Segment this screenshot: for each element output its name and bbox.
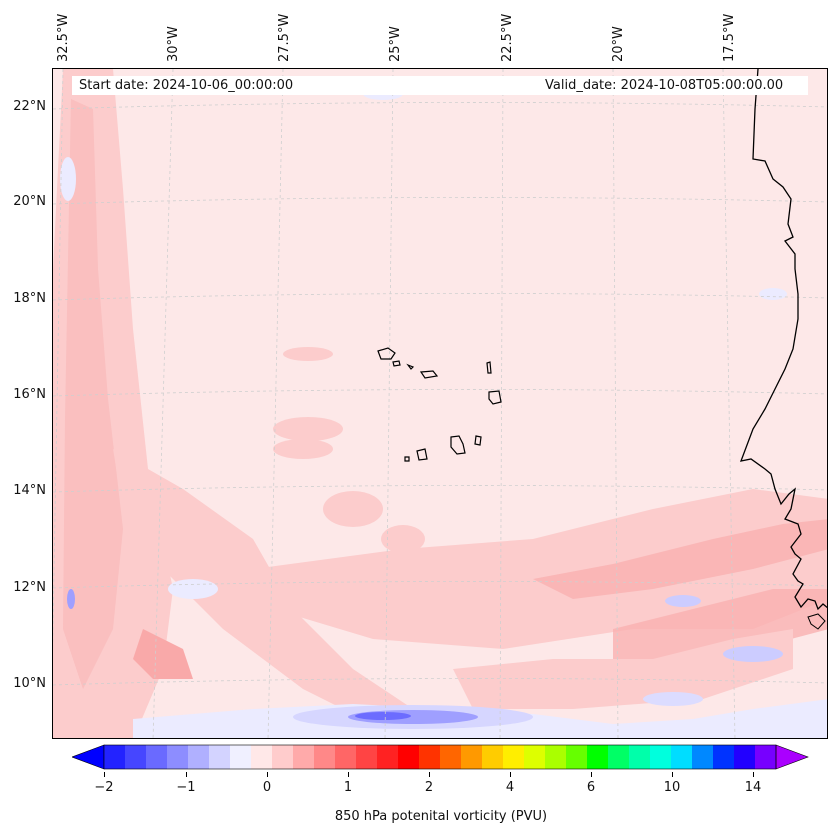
lon-label-32-5w: 32.5°W	[56, 13, 71, 62]
colorbar-tick-label: 4	[505, 780, 515, 795]
colorbar	[71, 743, 810, 777]
valid-date-label: Valid_date: 2024-10-08T05:00:00.00	[545, 78, 784, 93]
pv-negative-east-3	[643, 692, 703, 706]
gridlines	[53, 69, 827, 738]
colorbar-swatch	[188, 745, 210, 769]
colorbar-swatch	[251, 745, 273, 769]
colorbar-swatch	[440, 745, 462, 769]
pv-band-south	[253, 489, 827, 649]
pv-blob-4	[323, 491, 383, 527]
colorbar-swatch	[356, 745, 378, 769]
colorbar-tick-label: −2	[94, 780, 114, 795]
pv-band-south-2	[533, 519, 827, 599]
colorbar-swatch	[104, 745, 126, 769]
colorbar-tick-label: 2	[424, 780, 434, 795]
lat-label-22n: 22°N	[13, 99, 46, 114]
tickmark	[186, 772, 187, 777]
pv-band-south-4	[453, 629, 793, 709]
colorbar-swatches	[71, 744, 809, 770]
african-coastline	[739, 69, 827, 611]
colorbar-swatch	[608, 745, 630, 769]
tickmark	[429, 772, 430, 777]
colorbar-tick-label: 6	[586, 780, 596, 795]
colorbar-swatch	[629, 745, 651, 769]
colorbar-extend-min	[71, 744, 105, 770]
map-panel[interactable]	[52, 68, 828, 739]
colorbar-tick-label: 10	[663, 780, 681, 795]
pv-negative-5	[67, 589, 75, 609]
cape-verde-islands	[377, 347, 502, 462]
pv-band-south-3	[613, 589, 827, 669]
tickmark	[753, 772, 754, 777]
vorticity-field	[53, 69, 827, 738]
colorbar-tick-label: 0	[262, 780, 272, 795]
pv-blob-5	[381, 525, 425, 553]
tickmark	[348, 772, 349, 777]
colorbar-swatch	[713, 745, 735, 769]
colorbar-swatch	[755, 745, 777, 769]
tickmark	[510, 772, 511, 777]
colorbar-swatch	[335, 745, 357, 769]
tickmark	[591, 772, 592, 777]
colorbar-swatch	[545, 745, 567, 769]
colorbar-swatch	[671, 745, 693, 769]
colorbar-swatch	[146, 745, 168, 769]
pv-negative-core-2	[355, 712, 411, 720]
colorbar-swatch	[209, 745, 231, 769]
lon-label-20w: 20°W	[611, 26, 626, 62]
colorbar-swatch	[125, 745, 147, 769]
lon-label-27-5w: 27.5°W	[277, 13, 292, 62]
tickmark	[104, 772, 105, 777]
lat-label-14n: 14°N	[13, 483, 46, 498]
pv-negative-2	[60, 157, 76, 201]
lon-label-30w: 30°W	[166, 26, 181, 62]
colorbar-swatch	[293, 745, 315, 769]
pv-negative-east-2	[723, 646, 783, 662]
lat-label-18n: 18°N	[13, 291, 46, 306]
colorbar-tick-label: 1	[343, 780, 353, 795]
colorbar-swatch	[524, 745, 546, 769]
colorbar-swatch	[314, 745, 336, 769]
colorbar-outline	[103, 744, 777, 770]
lat-label-20n: 20°N	[13, 194, 46, 209]
pv-blob-1	[273, 439, 333, 459]
lon-label-25w: 25°W	[388, 26, 403, 62]
colorbar-swatch	[272, 745, 294, 769]
pv-negative-3	[168, 579, 218, 599]
colorbar-swatch	[650, 745, 672, 769]
lat-label-10n: 10°N	[13, 676, 46, 691]
lat-label-12n: 12°N	[13, 580, 46, 595]
colorbar-swatch	[692, 745, 714, 769]
colorbar-swatch	[482, 745, 504, 769]
colorbar-swatch	[734, 745, 756, 769]
colorbar-tick-label: −1	[176, 780, 196, 795]
lon-label-22-5w: 22.5°W	[500, 13, 515, 62]
pv-blob-sw	[133, 629, 193, 679]
colorbar-swatch	[377, 745, 399, 769]
lon-label-17-5w: 17.5°W	[722, 13, 737, 62]
colorbar-swatch	[587, 745, 609, 769]
pv-blob-3	[273, 417, 343, 441]
pv-negative-4	[759, 288, 787, 300]
pv-negative-east-1	[665, 595, 701, 607]
tickmark	[672, 772, 673, 777]
colorbar-swatch	[461, 745, 483, 769]
lat-label-16n: 16°N	[13, 387, 46, 402]
colorbar-swatch	[398, 745, 420, 769]
colorbar-extend-max	[775, 744, 809, 770]
pv-band-west-inner	[63, 99, 123, 689]
colorbar-tick-label: 14	[744, 780, 762, 795]
colorbar-swatch	[167, 745, 189, 769]
colorbar-swatch	[419, 745, 441, 769]
start-date-label: Start date: 2024-10-06_00:00:00	[79, 78, 294, 93]
colorbar-label: 850 hPa potenital vorticity (PVU)	[334, 809, 548, 824]
colorbar-swatch	[566, 745, 588, 769]
colorbar-swatch	[503, 745, 525, 769]
colorbar-swatch	[230, 745, 252, 769]
date-info-bar	[72, 76, 808, 95]
pv-blob-2	[283, 347, 333, 361]
tickmark	[267, 772, 268, 777]
bissagos-islands	[807, 613, 826, 630]
